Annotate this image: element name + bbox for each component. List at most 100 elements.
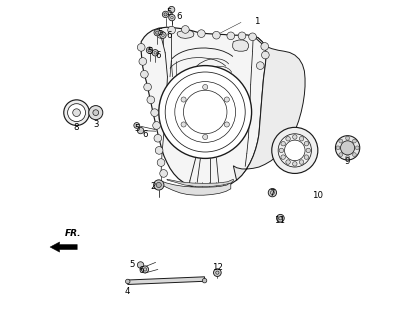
Polygon shape [128, 277, 204, 284]
Circle shape [168, 6, 175, 13]
Circle shape [141, 70, 148, 78]
Circle shape [277, 214, 284, 222]
Circle shape [268, 188, 277, 197]
Circle shape [157, 31, 165, 38]
Text: FR.: FR. [64, 229, 81, 238]
Text: 6: 6 [166, 31, 172, 40]
Polygon shape [167, 179, 234, 187]
Polygon shape [160, 181, 231, 195]
Circle shape [147, 96, 155, 104]
Circle shape [304, 141, 309, 146]
Circle shape [181, 122, 186, 127]
Circle shape [279, 148, 284, 153]
Text: 3: 3 [93, 120, 99, 129]
Circle shape [169, 14, 175, 21]
Circle shape [67, 104, 86, 122]
Text: 6: 6 [155, 51, 160, 60]
Circle shape [286, 160, 290, 164]
Circle shape [155, 147, 163, 154]
Circle shape [156, 182, 161, 188]
Polygon shape [177, 30, 194, 38]
Circle shape [160, 170, 167, 177]
Circle shape [352, 139, 356, 143]
Circle shape [144, 83, 152, 91]
Circle shape [134, 123, 140, 128]
Text: 5: 5 [157, 28, 162, 36]
Circle shape [146, 47, 153, 53]
Circle shape [152, 50, 158, 56]
Text: 4: 4 [125, 287, 130, 296]
Circle shape [203, 84, 208, 90]
Circle shape [160, 32, 166, 38]
Circle shape [154, 180, 164, 190]
Circle shape [336, 146, 340, 150]
Circle shape [281, 141, 285, 146]
Circle shape [281, 155, 285, 159]
Circle shape [238, 32, 246, 40]
Circle shape [154, 29, 160, 36]
Circle shape [299, 160, 304, 164]
Circle shape [284, 140, 305, 161]
Circle shape [249, 33, 257, 41]
Text: 5: 5 [134, 124, 139, 133]
Text: 11: 11 [274, 216, 285, 225]
Circle shape [153, 122, 160, 129]
Text: 9: 9 [345, 157, 350, 166]
Circle shape [198, 30, 205, 37]
Circle shape [261, 51, 269, 59]
Text: 1: 1 [254, 17, 259, 26]
Text: 10: 10 [312, 191, 323, 200]
Circle shape [157, 159, 165, 166]
Text: 5: 5 [129, 260, 135, 269]
Polygon shape [233, 40, 248, 51]
Circle shape [335, 136, 360, 160]
Text: 12: 12 [212, 263, 223, 272]
Circle shape [339, 139, 343, 143]
Text: 6: 6 [139, 266, 144, 275]
Circle shape [162, 11, 169, 18]
Circle shape [93, 110, 99, 116]
Circle shape [126, 279, 130, 284]
Circle shape [299, 137, 304, 141]
Circle shape [202, 278, 207, 283]
Circle shape [224, 122, 229, 127]
Circle shape [341, 141, 355, 155]
Circle shape [148, 49, 151, 52]
Circle shape [89, 106, 103, 120]
Circle shape [64, 100, 89, 125]
Circle shape [213, 31, 220, 39]
Circle shape [139, 58, 147, 65]
Circle shape [73, 109, 80, 116]
Circle shape [346, 136, 349, 140]
Circle shape [286, 137, 290, 141]
Circle shape [181, 97, 186, 102]
Circle shape [137, 44, 145, 51]
Text: 7: 7 [269, 189, 275, 198]
Circle shape [159, 66, 252, 158]
Text: 5: 5 [166, 8, 172, 17]
Circle shape [346, 156, 349, 159]
Circle shape [181, 26, 189, 33]
Circle shape [164, 13, 167, 16]
Circle shape [156, 31, 159, 34]
Circle shape [151, 109, 158, 116]
Circle shape [227, 32, 235, 40]
Circle shape [224, 97, 229, 102]
Circle shape [306, 148, 311, 153]
Text: 5: 5 [147, 47, 153, 56]
Text: 6: 6 [142, 130, 148, 139]
Circle shape [137, 127, 144, 134]
Circle shape [292, 135, 297, 139]
Circle shape [141, 266, 149, 273]
Circle shape [261, 43, 269, 50]
Polygon shape [141, 27, 266, 189]
Circle shape [355, 146, 359, 150]
Circle shape [203, 134, 208, 140]
Circle shape [292, 162, 297, 166]
Circle shape [339, 153, 343, 156]
Polygon shape [234, 36, 305, 180]
Circle shape [257, 62, 264, 69]
Circle shape [304, 155, 309, 159]
Circle shape [352, 153, 356, 156]
Circle shape [137, 262, 144, 268]
